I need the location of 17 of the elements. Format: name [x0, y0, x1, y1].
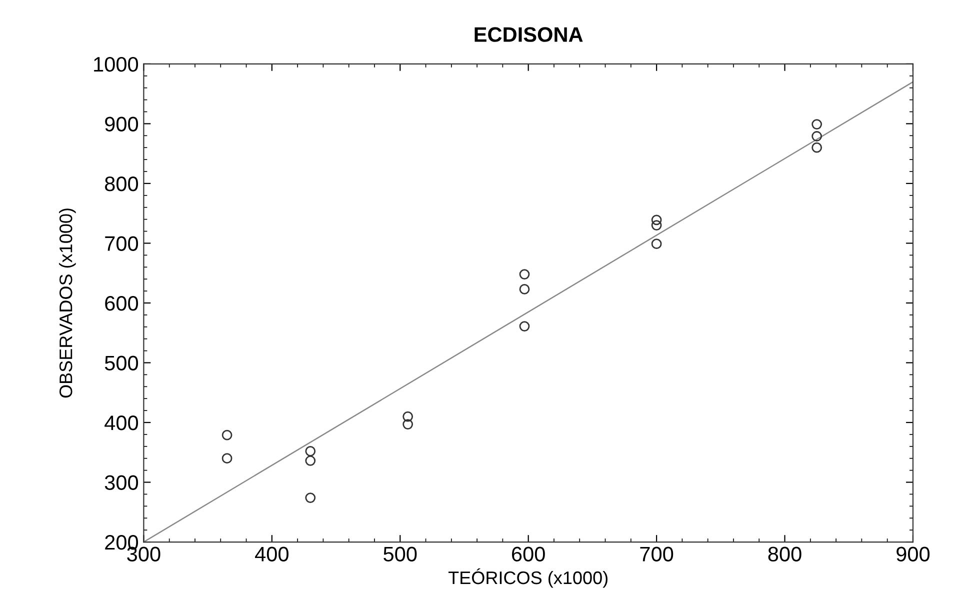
y-tick-label: 400 — [104, 415, 138, 430]
y-tick-label: 800 — [104, 176, 138, 192]
y-tick-label: 300 — [104, 475, 138, 490]
x-axis-title: TEÓRICOS (x1000) — [448, 568, 608, 588]
x-tick-label: 800 — [768, 546, 802, 562]
y-axis-title: OBSERVADOS (x1000) — [59, 208, 76, 398]
x-tick-label: 700 — [640, 546, 674, 562]
x-tick-label: 400 — [255, 546, 288, 562]
y-tick-label: 500 — [104, 356, 138, 370]
x-tick-label: 900 — [896, 546, 930, 562]
y-tick-label: 600 — [105, 296, 138, 311]
x-tick-label: 500 — [384, 546, 417, 562]
x-tick-label: 600 — [512, 546, 545, 562]
y-tick-label: 900 — [105, 116, 138, 132]
chart-title: ECDISONA — [474, 27, 583, 42]
y-tick-label: 1000 — [94, 56, 138, 72]
y-tick-label: 700 — [105, 236, 138, 251]
